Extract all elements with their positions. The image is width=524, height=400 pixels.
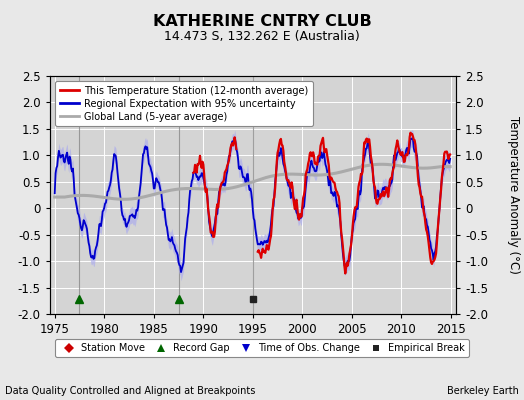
Text: Data Quality Controlled and Aligned at Breakpoints: Data Quality Controlled and Aligned at B…: [5, 386, 256, 396]
Text: 14.473 S, 132.262 E (Australia): 14.473 S, 132.262 E (Australia): [164, 30, 360, 43]
Text: KATHERINE CNTRY CLUB: KATHERINE CNTRY CLUB: [152, 14, 372, 29]
Text: Berkeley Earth: Berkeley Earth: [447, 386, 519, 396]
Legend: This Temperature Station (12-month average), Regional Expectation with 95% uncer: This Temperature Station (12-month avera…: [54, 81, 313, 126]
Y-axis label: Temperature Anomaly (°C): Temperature Anomaly (°C): [507, 116, 520, 274]
Legend: Station Move, Record Gap, Time of Obs. Change, Empirical Break: Station Move, Record Gap, Time of Obs. C…: [55, 339, 469, 357]
